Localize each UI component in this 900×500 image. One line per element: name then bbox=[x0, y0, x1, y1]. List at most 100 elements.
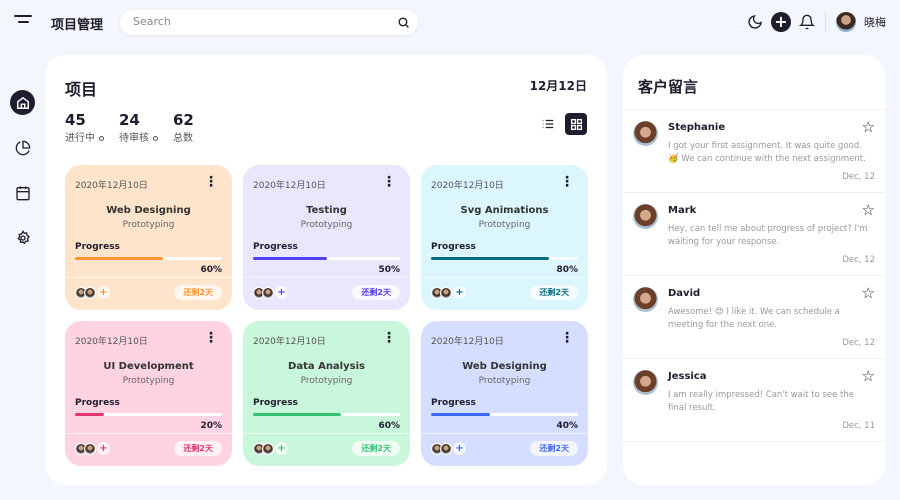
user-avatar[interactable] bbox=[836, 12, 856, 32]
card-title: Data Analysis bbox=[288, 361, 365, 372]
progress-fill bbox=[253, 413, 342, 416]
search-input[interactable] bbox=[133, 15, 383, 28]
add-participant-button[interactable]: + bbox=[97, 286, 110, 299]
message-item[interactable]: David ☆ Awesome! 😍 I like it. We can sch… bbox=[623, 276, 885, 359]
avatar bbox=[262, 443, 274, 455]
project-card[interactable]: 2020年12月10日 ⋮ Web Designing Prototyping … bbox=[421, 321, 588, 466]
search-icon[interactable] bbox=[397, 16, 410, 29]
message-item[interactable]: Stephanie ☆ I got your first assignment.… bbox=[623, 110, 885, 193]
sidebar-item-home[interactable] bbox=[10, 90, 35, 115]
stat-label-text: 待审核 bbox=[119, 133, 149, 144]
avatar bbox=[633, 287, 658, 312]
add-participant-button[interactable]: + bbox=[275, 442, 288, 455]
progress-bar bbox=[253, 413, 400, 416]
divider bbox=[65, 277, 232, 278]
avatar bbox=[633, 370, 658, 395]
message-item[interactable]: Mark ☆ Hey, can tell me about progress o… bbox=[623, 193, 885, 276]
days-left-badge: 还剩2天 bbox=[352, 285, 400, 300]
more-vertical-icon[interactable]: ⋮ bbox=[560, 330, 574, 346]
project-card[interactable]: 2020年12月10日 ⋮ Testing Prototyping Progre… bbox=[243, 165, 410, 310]
list-icon bbox=[542, 119, 554, 129]
divider bbox=[65, 433, 232, 434]
add-participant-button[interactable]: + bbox=[453, 286, 466, 299]
star-icon[interactable]: ☆ bbox=[861, 118, 875, 136]
progress-bar bbox=[431, 413, 578, 416]
card-date: 2020年12月10日 bbox=[75, 181, 148, 191]
progress-fill bbox=[75, 257, 164, 260]
avatar bbox=[84, 287, 96, 299]
more-vertical-icon[interactable]: ⋮ bbox=[204, 174, 218, 190]
card-date: 2020年12月10日 bbox=[253, 181, 326, 191]
search-bar bbox=[120, 10, 418, 35]
card-date: 2020年12月10日 bbox=[431, 181, 504, 191]
participants bbox=[253, 287, 274, 299]
card-subtitle: Prototyping bbox=[122, 376, 175, 386]
avatar bbox=[84, 443, 96, 455]
card-title: Web Designing bbox=[106, 205, 191, 216]
more-vertical-icon[interactable]: ⋮ bbox=[382, 330, 396, 346]
card-date: 2020年12月10日 bbox=[253, 337, 326, 347]
more-vertical-icon[interactable]: ⋮ bbox=[382, 174, 396, 190]
avatar bbox=[262, 287, 274, 299]
add-participant-button[interactable]: + bbox=[97, 442, 110, 455]
message-date: Dec, 12 bbox=[842, 255, 875, 265]
top-bar: 项目管理 + 晓梅 bbox=[0, 0, 900, 45]
stat-label: 总数 bbox=[173, 129, 194, 144]
progress-percent: 50% bbox=[378, 265, 400, 275]
more-vertical-icon[interactable]: ⋮ bbox=[204, 330, 218, 346]
moon-icon[interactable] bbox=[747, 14, 763, 30]
days-left-badge: 还剩2天 bbox=[174, 285, 222, 300]
message-sender: Mark bbox=[668, 205, 697, 216]
user-name[interactable]: 晓梅 bbox=[864, 16, 886, 29]
progress-label: Progress bbox=[431, 242, 476, 252]
card-subtitle: Prototyping bbox=[300, 376, 353, 386]
card-subtitle: Prototyping bbox=[478, 220, 531, 230]
days-left-badge: 还剩2天 bbox=[352, 441, 400, 456]
participants bbox=[75, 287, 96, 299]
messages-panel: 客户留言 Stephanie ☆ I got your first assign… bbox=[623, 55, 885, 485]
participants bbox=[75, 443, 96, 455]
grid-view-button[interactable] bbox=[565, 113, 587, 135]
stat-value: 45 bbox=[65, 111, 86, 129]
progress-bar bbox=[253, 257, 400, 260]
avatar bbox=[633, 121, 658, 146]
add-participant-button[interactable]: + bbox=[275, 286, 288, 299]
project-card[interactable]: 2020年12月10日 ⋮ UI Development Prototyping… bbox=[65, 321, 232, 466]
more-vertical-icon[interactable]: ⋮ bbox=[560, 174, 574, 190]
card-date: 2020年12月10日 bbox=[431, 337, 504, 347]
sidebar-item-calendar[interactable] bbox=[10, 180, 35, 205]
sidebar-item-chart[interactable] bbox=[10, 135, 35, 160]
progress-label: Progress bbox=[253, 242, 298, 252]
star-icon[interactable]: ☆ bbox=[861, 284, 875, 302]
card-subtitle: Prototyping bbox=[122, 220, 175, 230]
current-date: 12月12日 bbox=[529, 79, 587, 93]
message-item[interactable]: Jessica ☆ I am really impressed! Can't w… bbox=[623, 359, 885, 442]
message-date: Dec, 11 bbox=[842, 421, 875, 431]
progress-fill bbox=[75, 413, 105, 416]
card-subtitle: Prototyping bbox=[300, 220, 353, 230]
progress-fill bbox=[431, 257, 549, 260]
card-date: 2020年12月10日 bbox=[75, 337, 148, 347]
project-stats: 45 进行中 24 待审核 62 总数 bbox=[65, 111, 194, 144]
add-participant-button[interactable]: + bbox=[453, 442, 466, 455]
sidebar-item-settings[interactable] bbox=[10, 225, 35, 250]
message-date: Dec, 12 bbox=[842, 338, 875, 348]
menu-icon[interactable] bbox=[14, 15, 32, 29]
stat-label-text: 进行中 bbox=[65, 133, 95, 144]
participants bbox=[431, 287, 452, 299]
view-toggle bbox=[537, 113, 587, 135]
progress-label: Progress bbox=[431, 398, 476, 408]
project-card[interactable]: 2020年12月10日 ⋮ Svg Animations Prototyping… bbox=[421, 165, 588, 310]
bell-icon[interactable] bbox=[799, 14, 815, 30]
avatar bbox=[440, 287, 452, 299]
avatar bbox=[440, 443, 452, 455]
list-view-button[interactable] bbox=[537, 113, 559, 135]
stat-item: 62 总数 bbox=[173, 111, 194, 144]
project-card[interactable]: 2020年12月10日 ⋮ Web Designing Prototyping … bbox=[65, 165, 232, 310]
star-icon[interactable]: ☆ bbox=[861, 201, 875, 219]
project-card[interactable]: 2020年12月10日 ⋮ Data Analysis Prototyping … bbox=[243, 321, 410, 466]
divider bbox=[243, 277, 410, 278]
add-button[interactable]: + bbox=[771, 12, 791, 32]
star-icon[interactable]: ☆ bbox=[861, 367, 875, 385]
stat-item: 24 待审核 bbox=[119, 111, 158, 144]
